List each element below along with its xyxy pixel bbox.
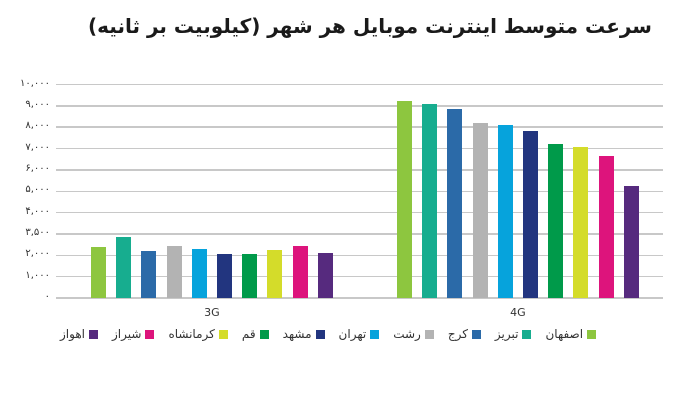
y-tick-label: ۷,۰۰۰ — [25, 141, 50, 153]
legend-item: رشت — [393, 327, 434, 341]
bar — [267, 249, 283, 298]
legend-swatch-icon — [522, 329, 532, 339]
y-tick-label: ۵,۰۰۰ — [25, 184, 50, 196]
legend-label: مشهد — [282, 327, 312, 341]
bar — [548, 144, 564, 298]
bar — [497, 125, 513, 298]
legend-swatch-icon — [471, 329, 481, 339]
legend-item: اصفهان — [545, 327, 597, 341]
legend-label: اصفهان — [545, 327, 584, 341]
y-tick-label: ۹,۰۰۰ — [25, 98, 50, 110]
bar — [422, 103, 438, 298]
y-tick-label: ۴,۰۰۰ — [25, 205, 50, 217]
gridline — [56, 275, 663, 278]
gridline — [56, 190, 663, 192]
legend-label: تهران — [338, 327, 367, 341]
legend-item: قم — [242, 327, 269, 341]
x-category-label: 3G — [204, 306, 220, 319]
bar — [472, 122, 488, 298]
legend-swatch-icon — [218, 329, 228, 339]
legend-item: تبریز — [495, 327, 532, 341]
y-tick-label: ۸,۰۰۰ — [25, 120, 50, 132]
legend-swatch-icon — [424, 329, 434, 339]
legend-label: رشت — [393, 327, 421, 341]
chart-title-text: سرعت متوسط اینترنت موبایل هر شهر (کیلوبی… — [88, 14, 652, 38]
bar — [573, 147, 589, 298]
bar — [397, 100, 412, 298]
bar — [292, 245, 308, 298]
legend-label: کرمانشاه — [168, 327, 215, 341]
y-tick-label: ۳,۵۰۰ — [25, 226, 50, 238]
legend-item: اهواز — [60, 327, 98, 341]
gridline — [56, 105, 663, 107]
gridline — [56, 83, 663, 86]
legend-label: قم — [241, 327, 256, 341]
bar — [166, 245, 182, 298]
bar — [91, 246, 106, 298]
legend-swatch-icon — [315, 329, 325, 339]
gridline — [56, 233, 663, 235]
legend-swatch-icon — [259, 329, 269, 339]
legend-swatch-icon — [145, 329, 155, 339]
bar — [623, 185, 639, 298]
legend: اهواز شیراز کرمانشاه قم مشهد تهران رشت کرج تبریز… — [60, 327, 640, 341]
legend-swatch-icon — [587, 329, 597, 339]
bar — [523, 131, 538, 298]
legend-label: کرج — [447, 327, 468, 341]
x-category-label: 4G — [510, 306, 526, 319]
legend-item: شیراز — [112, 327, 155, 341]
gridline — [56, 147, 663, 150]
legend-item: مشهد — [283, 327, 325, 341]
y-tick-label: ۱۰,۰۰۰ — [19, 77, 50, 89]
bar — [598, 156, 614, 298]
legend-label: شیراز — [112, 327, 142, 341]
bar — [242, 254, 258, 298]
legend-label: تبریز — [494, 327, 519, 341]
gridline — [56, 254, 663, 257]
gridline — [56, 169, 663, 171]
bar — [217, 254, 232, 298]
y-tick-label: ۱,۰۰۰ — [25, 269, 50, 281]
legend-swatch-icon — [89, 329, 98, 339]
legend-swatch-icon — [370, 329, 380, 339]
bar — [317, 253, 333, 298]
y-tick-label: ۶,۰۰۰ — [25, 162, 50, 174]
bar — [191, 248, 207, 298]
gridline — [56, 126, 663, 128]
legend-label: اهواز — [60, 327, 85, 341]
bar — [141, 251, 157, 298]
legend-item: کرمانشاه — [168, 327, 228, 341]
y-tick-label: ۲,۰۰۰ — [25, 248, 50, 260]
legend-item: کرج — [448, 327, 481, 341]
gridline — [56, 297, 663, 299]
gridline — [56, 211, 663, 214]
chart-title: سرعت متوسط اینترنت موبایل هر شهر (کیلوبی… — [0, 14, 700, 38]
y-tick-label: ۰ — [44, 291, 50, 302]
bar — [447, 109, 463, 298]
legend-item: تهران — [339, 327, 380, 341]
bar — [116, 237, 132, 298]
